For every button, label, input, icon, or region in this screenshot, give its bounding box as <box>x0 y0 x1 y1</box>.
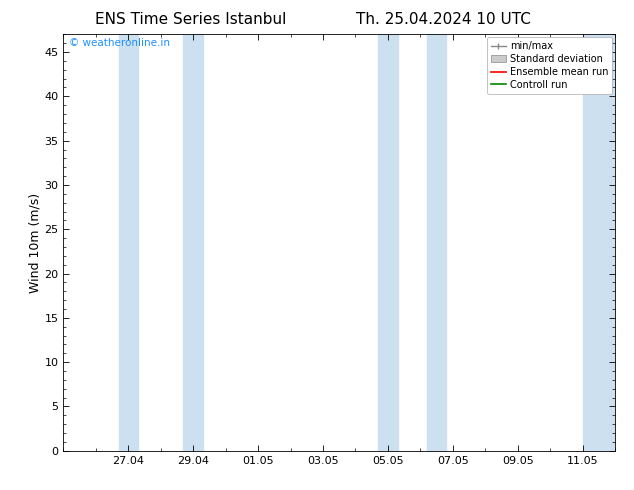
Y-axis label: Wind 10m (m/s): Wind 10m (m/s) <box>29 193 42 293</box>
Bar <box>183 34 203 451</box>
Text: Th. 25.04.2024 10 UTC: Th. 25.04.2024 10 UTC <box>356 12 531 27</box>
Text: © weatheronline.in: © weatheronline.in <box>69 38 170 49</box>
Bar <box>119 34 138 451</box>
Text: ENS Time Series Istanbul: ENS Time Series Istanbul <box>94 12 286 27</box>
Bar <box>378 34 398 451</box>
Bar <box>427 34 446 451</box>
Bar <box>583 34 615 451</box>
Legend: min/max, Standard deviation, Ensemble mean run, Controll run: min/max, Standard deviation, Ensemble me… <box>488 37 612 94</box>
